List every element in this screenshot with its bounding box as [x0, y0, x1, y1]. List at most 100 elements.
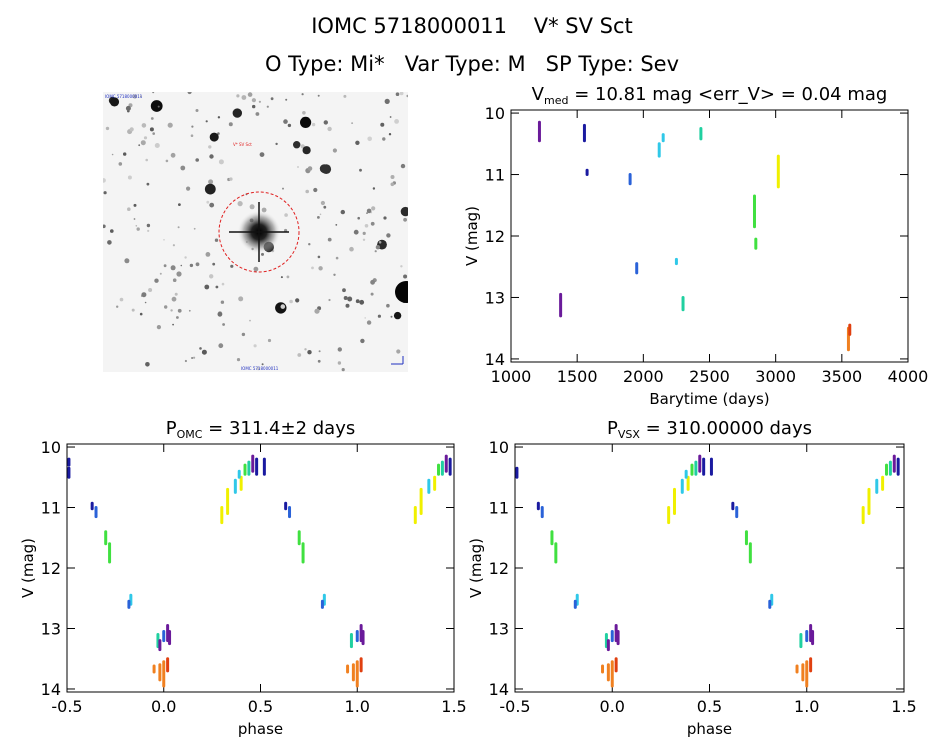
field-star	[222, 323, 225, 326]
field-star	[366, 320, 372, 325]
field-star	[364, 317, 367, 319]
field-star	[135, 225, 138, 227]
field-star	[355, 299, 360, 304]
field-star	[280, 304, 286, 309]
field-star	[400, 206, 408, 217]
field-star	[390, 315, 393, 318]
field-star	[131, 308, 135, 312]
field-star	[145, 362, 150, 367]
field-star	[141, 292, 147, 298]
field-star	[157, 105, 160, 108]
x-tick-label: -0.5	[499, 697, 530, 716]
field-star	[259, 152, 265, 157]
field-star	[127, 207, 131, 211]
y-tick-label: 10	[489, 438, 509, 457]
field-star	[386, 303, 390, 308]
field-star	[307, 166, 313, 171]
field-star	[195, 158, 199, 162]
field-star	[335, 256, 339, 260]
x-tick-label: 4000	[888, 367, 929, 386]
field-star	[180, 165, 186, 171]
field-star	[133, 203, 137, 207]
field-star	[400, 163, 406, 169]
figure-title: IOMC 5718000011 V* SV Sct	[311, 14, 633, 38]
field-star	[193, 227, 196, 230]
field-star	[347, 296, 353, 302]
field-star	[195, 262, 200, 267]
field-star	[390, 175, 395, 179]
x-tick-label: 3500	[821, 367, 862, 386]
field-star	[150, 100, 163, 112]
field-star	[191, 357, 194, 359]
field-star	[311, 122, 316, 127]
field-star	[317, 255, 321, 259]
field-star	[297, 353, 302, 357]
x-tick-label: 1.0	[345, 697, 370, 716]
field-star	[105, 126, 110, 131]
field-star	[371, 206, 376, 211]
plot-frame	[510, 109, 909, 363]
field-stars	[103, 92, 408, 372]
field-star	[209, 274, 214, 279]
x-axis-label: phase	[687, 720, 732, 738]
field-star	[209, 202, 215, 208]
field-star	[230, 264, 234, 268]
field-star	[375, 245, 381, 250]
field-star	[221, 282, 225, 286]
x-tick-label: 1.5	[441, 697, 466, 716]
field-star	[383, 216, 387, 220]
field-star	[255, 112, 260, 116]
field-star	[351, 122, 353, 124]
field-star	[141, 123, 147, 128]
y-axis-label: V (mag)	[467, 538, 485, 598]
field-star	[380, 122, 385, 127]
field-star	[124, 258, 130, 264]
field-star	[178, 203, 181, 206]
field-star	[132, 94, 138, 99]
chart-title: Vmed = 10.81 mag <err_V> = 0.04 mag	[532, 84, 888, 107]
field-star	[236, 94, 240, 98]
field-star	[394, 119, 399, 124]
field-star	[370, 292, 374, 296]
x-tick-label: 3000	[755, 367, 796, 386]
field-star	[208, 145, 212, 149]
plot-frame	[66, 443, 455, 693]
sky-label-target: V* SV Sct	[233, 142, 252, 147]
field-star	[237, 201, 243, 207]
field-star	[176, 316, 179, 319]
field-star	[317, 216, 320, 219]
field-star	[360, 338, 365, 344]
field-star	[364, 224, 369, 228]
field-star	[118, 162, 123, 166]
field-star	[177, 226, 180, 229]
field-star	[359, 299, 365, 305]
y-tick-label: 11	[41, 499, 61, 518]
x-axis-label: Barytime (days)	[649, 390, 769, 408]
field-star	[367, 136, 373, 142]
field-star	[140, 140, 146, 146]
field-star	[212, 262, 216, 266]
field-star	[218, 343, 224, 349]
field-star	[180, 264, 183, 267]
field-star	[378, 241, 382, 244]
field-star	[147, 229, 150, 232]
field-star	[253, 344, 257, 348]
x-tick-label: -0.5	[51, 697, 82, 716]
field-star	[111, 153, 114, 156]
field-star	[270, 97, 274, 101]
field-star	[366, 212, 368, 214]
field-star	[349, 246, 354, 252]
field-star	[109, 97, 120, 107]
field-star	[253, 266, 259, 272]
field-star	[204, 284, 210, 290]
field-star	[323, 120, 328, 125]
field-star	[146, 182, 150, 186]
field-star	[403, 217, 407, 222]
field-star	[370, 279, 375, 285]
field-star	[204, 183, 216, 195]
field-star	[172, 278, 177, 282]
chart-title: PVSX = 310.00000 days	[607, 418, 812, 441]
field-star	[249, 204, 255, 210]
y-tick-label: 14	[485, 350, 505, 369]
field-star	[150, 117, 154, 120]
